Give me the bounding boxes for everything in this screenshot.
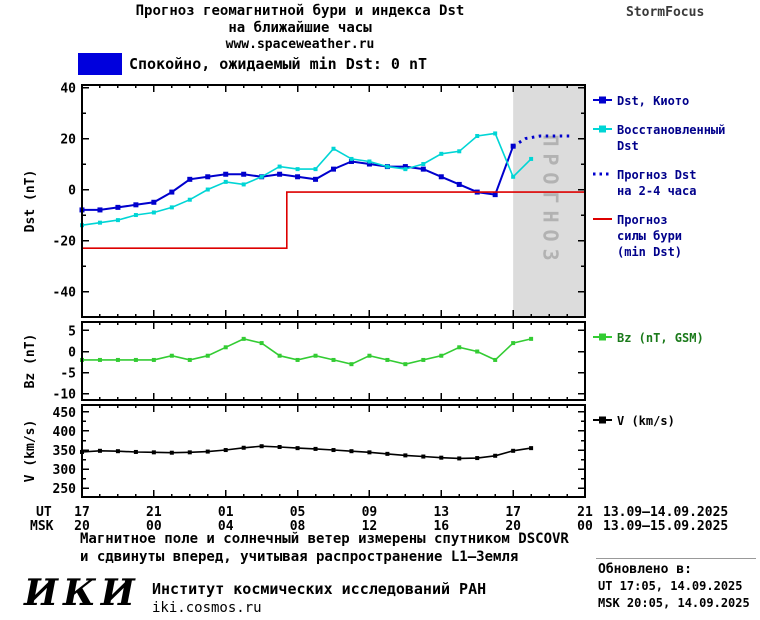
y-tick-label: 450	[53, 406, 77, 421]
org-name: Институт космических исследований РАН	[152, 580, 487, 598]
ut-tick-label: 13	[433, 505, 449, 520]
panel-bz: 5 0 -5 -10 Bz (nT) Bz (nT, GSM)	[23, 321, 704, 403]
legend-entry: Прогноз силы бури (min Dst)	[593, 213, 682, 259]
ut-tick-label: 17	[74, 505, 90, 520]
brand-label: StormFocus	[626, 5, 705, 20]
ut-tick-label: 05	[290, 505, 306, 520]
msk-tick-label: 20	[74, 519, 90, 534]
status-color-box	[78, 53, 122, 75]
y-tick-label: 350	[53, 444, 77, 459]
y-tick-label: -5	[60, 367, 76, 382]
panel-border	[81, 404, 586, 498]
legend-entry: Прогноз Dst на 2-4 часа	[593, 168, 696, 198]
site-url: www.spaceweather.ru	[225, 37, 375, 52]
y-tick-label: 300	[53, 463, 77, 478]
ut-tick-label: 01	[218, 505, 234, 520]
page-subtitle: на ближайшие часы	[228, 20, 372, 36]
legend-label: Dst	[617, 139, 639, 153]
updated-divider	[596, 558, 756, 559]
y-tick-label: 20	[60, 133, 76, 148]
ut-tick-label: 21	[577, 505, 593, 520]
legend-label: Восстановленный	[617, 123, 725, 137]
legend-label: Прогноз Dst	[617, 168, 696, 182]
series-markers-dst-kyoto	[79, 143, 516, 213]
ut-tick-label: 17	[505, 505, 521, 520]
legend-entry: Dst, Киото	[593, 94, 689, 108]
updated-label: Обновлено в:	[598, 562, 692, 577]
y-tick-label: -10	[53, 388, 77, 403]
msk-tick-label: 12	[362, 519, 378, 534]
y-axis-label: V (km/s)	[23, 420, 38, 483]
status-text: Спокойно, ожидаемый min Dst: 0 nT	[129, 55, 428, 73]
panel-border	[81, 321, 586, 401]
legend-entry: Восстановленный Dst	[593, 123, 725, 153]
ut-date-range: 13.09—14.09.2025	[603, 505, 728, 520]
forecast-band	[513, 85, 585, 317]
legend-label: (min Dst)	[617, 245, 682, 259]
ut-tick-label: 09	[362, 505, 378, 520]
y-tick-label: 40	[60, 82, 76, 97]
legend-label: V (km/s)	[617, 414, 675, 428]
y-tick-label: 400	[53, 425, 77, 440]
legend-label: Dst, Киото	[617, 94, 689, 108]
legend-entry: Bz (nT, GSM)	[593, 331, 704, 345]
panel-v: 450 400 350 300 250 V (km/s) V (km/s)	[23, 404, 675, 498]
y-tick-label: 0	[68, 346, 76, 361]
series-line-dst-forecast	[512, 134, 573, 148]
msk-axis-prefix: MSK	[30, 519, 54, 534]
msk-tick-label: 20	[505, 519, 521, 534]
legend-label: Bz (nT, GSM)	[617, 331, 704, 345]
y-axis-label: Dst (nT)	[23, 170, 38, 233]
panel-dst: ПРОГНОЗ 40 20 0 -20 -40 Dst (nT) Dst, Киото Восс…	[23, 82, 725, 318]
series-line-dst-restored	[81, 132, 532, 226]
series-line-bz-gsm	[82, 338, 532, 366]
footnote-line2: и сдвинуты вперед, учитывая распростране…	[80, 549, 519, 565]
ut-axis-prefix: UT	[36, 505, 52, 520]
msk-tick-label: 04	[218, 519, 234, 534]
msk-tick-label: 00	[577, 519, 593, 534]
updated-time-msk: MSK 20:05, 14.09.2025	[598, 596, 750, 610]
forecast-band-label: ПРОГНОЗ	[539, 134, 563, 267]
updated-time-ut: UT 17:05, 14.09.2025	[598, 579, 743, 593]
storm-status-row: Спокойно, ожидаемый min Dst: 0 nT	[78, 53, 427, 75]
footnote-line1: Магнитное поле и солнечный ветер измерен…	[80, 531, 569, 547]
panel-border	[81, 84, 586, 318]
page-title: Прогноз геомагнитной бури и индекса Dst	[135, 3, 465, 19]
y-tick-label: -20	[53, 235, 77, 250]
org-url: iki.cosmos.ru	[152, 600, 262, 616]
msk-date-range: 13.09—15.09.2025	[603, 519, 728, 534]
legend-entry: V (km/s)	[593, 414, 675, 428]
y-tick-label: 0	[68, 184, 76, 199]
msk-tick-label: 08	[290, 519, 306, 534]
msk-tick-label: 00	[146, 519, 162, 534]
iki-logo: ИКИ	[24, 572, 140, 614]
legend-label: силы бури	[617, 229, 682, 243]
y-tick-label: 5	[68, 324, 76, 339]
series-markers-bz-gsm	[80, 336, 534, 367]
legend-label: Прогноз	[617, 213, 668, 227]
series-line-solar-wind-speed	[81, 445, 532, 460]
y-axis-label: Bz (nT)	[23, 334, 38, 389]
ut-tick-label: 21	[146, 505, 162, 520]
y-tick-label: -40	[53, 286, 77, 301]
msk-tick-label: 16	[433, 519, 449, 534]
legend-label: на 2-4 часа	[617, 184, 696, 198]
series-line-storm-forecast	[82, 191, 585, 249]
y-tick-label: 250	[53, 482, 77, 497]
